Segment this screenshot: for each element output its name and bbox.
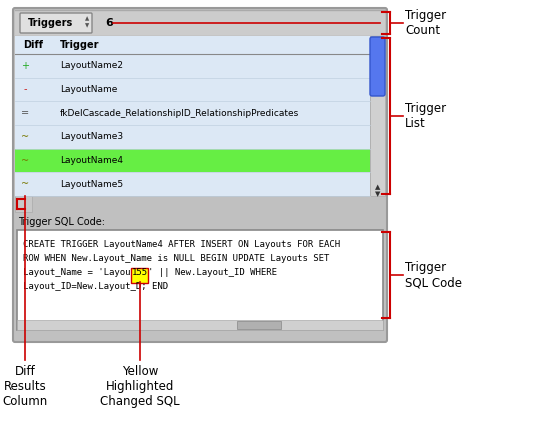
Bar (236, 321, 280, 329)
Text: Triggers: Triggers (28, 18, 73, 28)
Bar (15, 172, 370, 196)
FancyBboxPatch shape (20, 13, 92, 33)
Text: Layout_ID=New.Layout_D; END: Layout_ID=New.Layout_D; END (23, 282, 168, 291)
Text: Yellow
Highlighted
Changed SQL: Yellow Highlighted Changed SQL (100, 365, 180, 408)
Bar (370, 36, 385, 196)
Text: Trigger
List: Trigger List (405, 102, 446, 130)
Text: LayoutName2: LayoutName2 (60, 61, 123, 70)
Text: ROW WHEN New.Layout_Name is NULL BEGIN UPDATE Layouts SET: ROW WHEN New.Layout_Name is NULL BEGIN U… (23, 254, 329, 263)
Text: ▼: ▼ (85, 24, 89, 29)
Text: Layout_Name = 'Layou: Layout_Name = 'Layou (23, 268, 130, 277)
Bar (15, 149, 370, 172)
Bar (17, 230, 383, 330)
Text: ~: ~ (21, 132, 29, 142)
Text: LayoutName4: LayoutName4 (60, 156, 123, 165)
Text: Diff: Diff (23, 40, 43, 50)
Bar (15, 54, 370, 77)
Bar (15, 36, 370, 54)
FancyBboxPatch shape (13, 8, 387, 342)
Text: ~: ~ (21, 179, 29, 189)
Text: +: + (21, 61, 29, 71)
Bar (15, 101, 370, 125)
Text: Trigger SQL Code:: Trigger SQL Code: (18, 217, 105, 227)
Text: LayoutName: LayoutName (60, 85, 117, 94)
Text: fkDelCascade_RelationshipID_RelationshipPredicates: fkDelCascade_RelationshipID_Relationship… (60, 109, 299, 118)
Bar (15, 196, 32, 212)
Text: =: = (21, 108, 29, 118)
Text: ~: ~ (21, 155, 29, 166)
Text: 155: 155 (131, 268, 147, 277)
Bar (17, 320, 383, 330)
Bar (131, 268, 148, 282)
Text: CREATE TRIGGER LayoutName4 AFTER INSERT ON Layouts FOR EACH: CREATE TRIGGER LayoutName4 AFTER INSERT … (23, 240, 340, 249)
Bar (15, 10, 385, 36)
Text: LayoutName5: LayoutName5 (60, 180, 123, 189)
Bar (15, 77, 370, 101)
Text: Diff
Results
Column: Diff Results Column (2, 365, 48, 408)
Text: Trigger: Trigger (60, 40, 100, 50)
Text: 6: 6 (105, 18, 113, 28)
Text: ▲: ▲ (85, 17, 89, 21)
Text: ' || New.Layout_ID WHERE: ' || New.Layout_ID WHERE (148, 268, 277, 277)
Bar (15, 125, 370, 149)
Text: LayoutName3: LayoutName3 (60, 132, 123, 141)
Bar (15, 36, 370, 196)
Text: Trigger
Count: Trigger Count (405, 9, 446, 37)
FancyBboxPatch shape (370, 37, 385, 96)
Text: ▲: ▲ (375, 184, 380, 190)
Text: -: - (23, 84, 27, 95)
Text: Trigger
SQL Code: Trigger SQL Code (405, 261, 462, 289)
Text: ▼: ▼ (375, 191, 380, 197)
